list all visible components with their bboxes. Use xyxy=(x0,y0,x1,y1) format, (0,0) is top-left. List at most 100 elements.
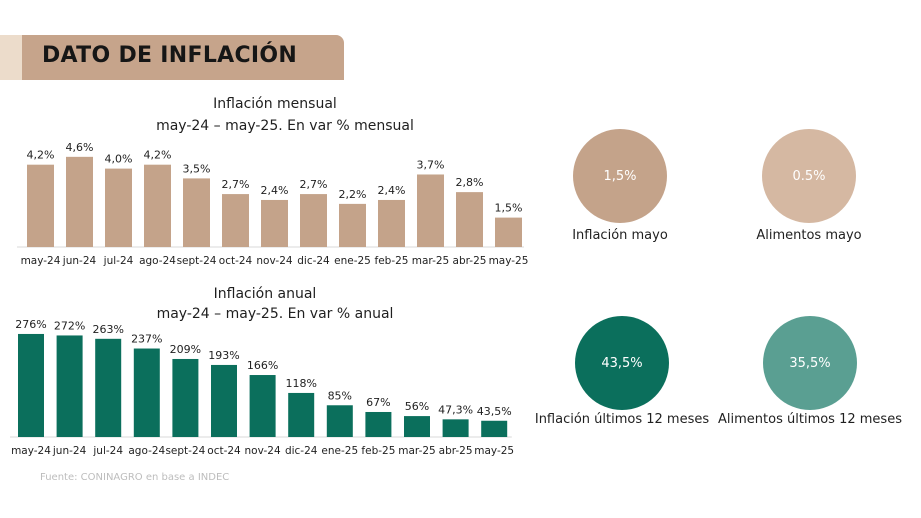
bar-mar-25 xyxy=(417,174,444,247)
kpi-label: Inflación mayo xyxy=(572,228,668,243)
bar-abr-25 xyxy=(456,192,483,247)
x-tick-label: ene-25 xyxy=(321,445,358,457)
data-label: 4,6% xyxy=(66,141,94,154)
bar-may-25 xyxy=(481,420,508,437)
kpi-label: Inflación últimos 12 meses xyxy=(534,412,710,427)
header-banner: DATO DE INFLACIÓN xyxy=(22,35,344,80)
x-tick-label: jul-24 xyxy=(103,255,134,267)
x-tick-label: abr-25 xyxy=(453,255,487,267)
kpi-value: 1,5% xyxy=(603,168,637,184)
bar-may-25 xyxy=(495,217,522,247)
data-label: 4,0% xyxy=(105,153,133,166)
x-tick-label: nov-24 xyxy=(256,255,292,267)
bar-dic-24 xyxy=(288,392,315,437)
x-tick-label: may-25 xyxy=(489,255,529,267)
bar-oct-24 xyxy=(222,194,249,247)
data-label: 276% xyxy=(15,318,46,331)
data-label: 85% xyxy=(328,389,352,402)
kpi-value: 43,5% xyxy=(601,355,643,371)
kpi-circle-inflacion-mayo: 1,5% xyxy=(573,129,667,223)
x-tick-label: jul-24 xyxy=(92,445,123,457)
bar-abr-25 xyxy=(442,419,469,437)
data-label: 4,2% xyxy=(144,149,172,162)
kpi-circle-alimentos-mayo: 0.5% xyxy=(762,129,856,223)
data-label: 2,7% xyxy=(300,178,328,191)
data-label: 237% xyxy=(131,333,162,346)
data-label: 166% xyxy=(247,359,278,372)
data-label: 2,4% xyxy=(378,184,406,197)
bar-jun-24 xyxy=(66,156,93,247)
x-tick-label: feb-25 xyxy=(375,255,409,267)
annual-inflation-chart: 276% may-24 272% jun-24 263% jul-24 237% ago-24… xyxy=(10,318,514,457)
kpi-circle-alimentos-12m: 35,5% xyxy=(763,316,857,410)
x-tick-label: dic-24 xyxy=(285,445,318,457)
data-label: 3,7% xyxy=(417,158,445,171)
kpi-value: 35,5% xyxy=(789,355,831,371)
annual-chart-title: Inflación anual xyxy=(213,286,317,302)
bar-ago-24 xyxy=(144,164,171,247)
bar-mar-25 xyxy=(404,416,430,437)
data-label: 209% xyxy=(170,343,201,356)
bar-feb-25 xyxy=(378,199,405,247)
x-tick-label: may-24 xyxy=(21,255,61,267)
bar-jul-24 xyxy=(105,168,132,247)
monthly-chart-title: Inflación mensual xyxy=(213,96,337,112)
bar-nov-24 xyxy=(249,375,276,437)
monthly-chart-subtitle: may-24 – may-25. En var % mensual xyxy=(156,118,414,134)
bar-ene-25 xyxy=(326,405,353,437)
x-tick-label: may-24 xyxy=(11,445,51,457)
bar-may-24 xyxy=(18,333,44,437)
data-label: 47,3% xyxy=(438,403,473,416)
bar-oct-24 xyxy=(211,364,237,437)
data-label: 43,5% xyxy=(477,405,512,418)
bar-sept-24 xyxy=(183,178,210,247)
x-tick-label: jun-24 xyxy=(52,445,87,457)
banner-accent xyxy=(0,35,22,80)
kpi-circle-inflacion-12m: 43,5% xyxy=(575,316,669,410)
x-tick-label: sept-24 xyxy=(177,255,217,267)
page-title: DATO DE INFLACIÓN xyxy=(42,43,298,68)
x-tick-label: ene-25 xyxy=(334,255,371,267)
data-label: 272% xyxy=(54,319,85,332)
kpi-label: Alimentos últimos 12 meses xyxy=(718,412,902,427)
data-label: 118% xyxy=(285,377,316,390)
data-label: 2,4% xyxy=(261,184,289,197)
x-tick-label: oct-24 xyxy=(207,445,241,457)
source-note: Fuente: CONINAGRO en base a INDEC xyxy=(40,472,230,483)
annual-chart-subtitle: may-24 – may-25. En var % anual xyxy=(156,306,394,322)
bar-jul-24 xyxy=(95,338,122,437)
x-tick-label: dic-24 xyxy=(297,255,330,267)
kpi-value: 0.5% xyxy=(792,168,826,184)
data-label: 193% xyxy=(208,349,239,362)
x-tick-label: ago-24 xyxy=(139,255,176,267)
x-tick-label: mar-25 xyxy=(398,445,435,457)
bar-sept-24 xyxy=(172,358,199,437)
data-label: 56% xyxy=(405,400,429,413)
bar-jun-24 xyxy=(56,335,83,437)
x-tick-label: jun-24 xyxy=(62,255,97,267)
data-label: 4,2% xyxy=(27,149,55,162)
data-label: 1,5% xyxy=(495,202,523,215)
data-label: 3,5% xyxy=(183,162,211,175)
bar-feb-25 xyxy=(365,411,392,437)
x-tick-label: nov-24 xyxy=(245,445,281,457)
data-label: 67% xyxy=(366,396,390,409)
data-label: 2,7% xyxy=(222,178,250,191)
x-tick-label: may-25 xyxy=(474,445,514,457)
bar-ago-24 xyxy=(133,348,160,437)
monthly-inflation-chart: 4,2% may-24 4,6% jun-24 4,0% jul-24 4,2% ago-24… xyxy=(17,141,529,267)
bar-may-24 xyxy=(27,164,54,247)
x-tick-label: sept-24 xyxy=(165,445,205,457)
x-tick-label: ago-24 xyxy=(128,445,165,457)
data-label: 263% xyxy=(92,323,123,336)
x-tick-label: feb-25 xyxy=(361,445,395,457)
x-tick-label: abr-25 xyxy=(439,445,473,457)
bar-nov-24 xyxy=(261,199,288,247)
bar-ene-25 xyxy=(339,203,366,247)
kpi-label: Alimentos mayo xyxy=(756,228,862,243)
bar-dic-24 xyxy=(300,194,327,247)
x-tick-label: mar-25 xyxy=(412,255,449,267)
x-tick-label: oct-24 xyxy=(219,255,253,267)
data-label: 2,2% xyxy=(339,188,367,201)
data-label: 2,8% xyxy=(456,176,484,189)
